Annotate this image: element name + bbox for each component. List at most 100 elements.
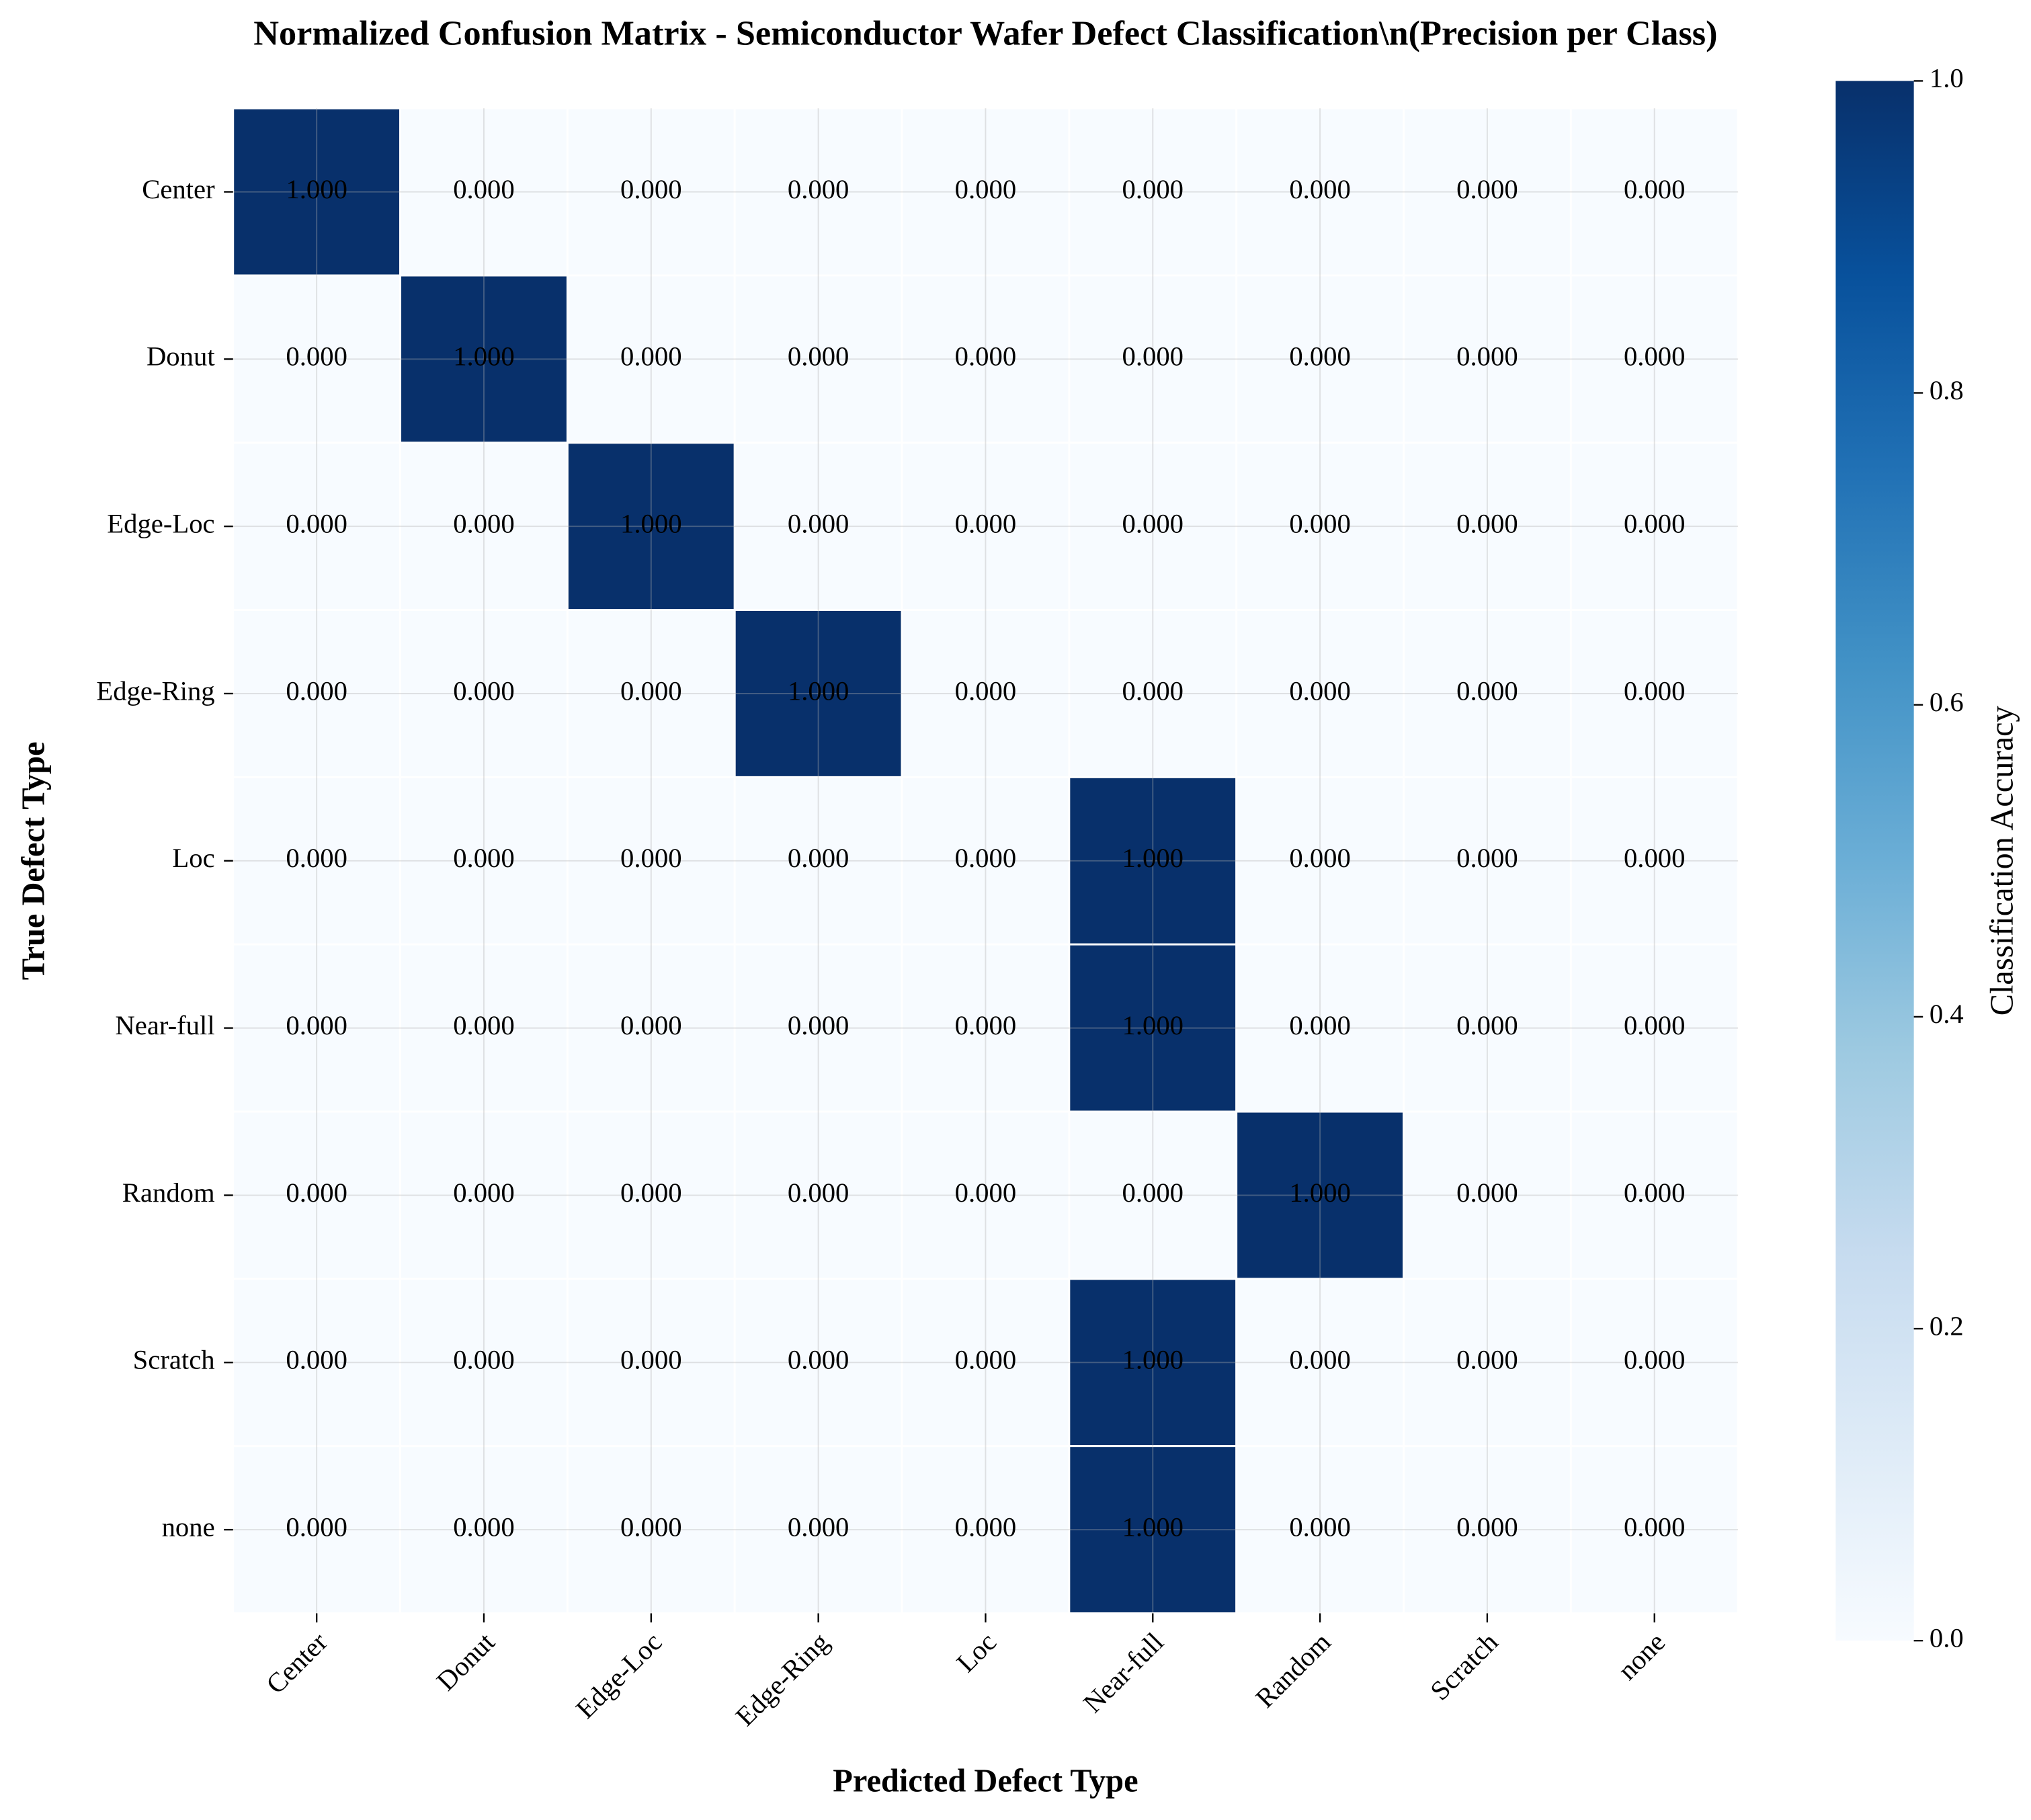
heatmap-cell (733, 274, 903, 444)
cell-label: 0.000 (955, 1512, 1017, 1542)
cell-label: 0.000 (1289, 1512, 1351, 1542)
cell-label: 1.000 (1122, 1345, 1184, 1375)
cell-label: 0.000 (286, 1345, 347, 1375)
x-tick-label: Edge-Ring (730, 1626, 835, 1731)
cell-label: 0.000 (788, 341, 849, 372)
cell-label: 0.000 (1456, 675, 1518, 706)
heatmap-cell (733, 107, 903, 277)
cell-label: 0.000 (788, 843, 849, 873)
cell-label: 0.000 (1624, 1010, 1686, 1040)
cell-label: 0.000 (1456, 1010, 1518, 1040)
heatmap-cell (1569, 943, 1739, 1113)
cell-label: 1.000 (1289, 1177, 1351, 1208)
x-axis-label: Predicted Defect Type (833, 1763, 1138, 1798)
cell-label: 0.000 (1456, 174, 1518, 204)
cell-label: 0.000 (955, 1177, 1017, 1208)
heatmap-cell (399, 943, 569, 1113)
heatmap-cell (1569, 1278, 1739, 1448)
heatmap-cell (1068, 776, 1238, 946)
heatmap-cell (232, 1110, 402, 1280)
x-tick-label: Loc (950, 1626, 1002, 1678)
cell-label: 0.000 (286, 1010, 347, 1040)
heatmap-cell (1569, 776, 1739, 946)
heatmap-cell (232, 274, 402, 444)
cell-label: 1.000 (453, 341, 515, 372)
cell-label: 0.000 (286, 675, 347, 706)
heatmap-cell (1068, 107, 1238, 277)
cell-label: 0.000 (286, 508, 347, 538)
cell-label: 0.000 (955, 341, 1017, 372)
cell-label: 0.000 (1624, 1345, 1686, 1375)
cell-label: 1.000 (788, 675, 849, 706)
y-tick-label: Random (122, 1177, 215, 1208)
cell-label: 0.000 (1122, 508, 1184, 538)
heatmap-cell (1569, 442, 1739, 612)
colorbar-tick-label: 0.6 (1930, 687, 1964, 717)
heatmap-cell (566, 1110, 736, 1280)
x-tick-label: Center (260, 1626, 333, 1700)
cell-label: 0.000 (788, 174, 849, 204)
heatmap-cell (733, 1445, 903, 1614)
heatmap-cell (232, 943, 402, 1113)
heatmap-cell (1403, 107, 1572, 277)
cell-label: 0.000 (1289, 341, 1351, 372)
cell-label: 0.000 (453, 1512, 515, 1542)
cell-label: 0.000 (620, 1010, 682, 1040)
colorbar-tick-label: 0.2 (1930, 1311, 1964, 1341)
cell-label: 0.000 (453, 508, 515, 538)
heatmap-cell (1569, 609, 1739, 778)
heatmap-cell (1403, 609, 1572, 778)
heatmap-cell (566, 776, 736, 946)
cell-label: 0.000 (1122, 174, 1184, 204)
x-tick-label: none (1612, 1626, 1671, 1686)
cell-label: 0.000 (955, 1010, 1017, 1040)
heatmap-cell (566, 274, 736, 444)
heatmap-cell (901, 1445, 1071, 1614)
cell-label: 0.000 (620, 1177, 682, 1208)
heatmap-cell (399, 442, 569, 612)
cell-label: 0.000 (1456, 1345, 1518, 1375)
cell-label: 0.000 (286, 341, 347, 372)
cell-label: 0.000 (955, 1345, 1017, 1375)
cell-label: 0.000 (286, 1177, 347, 1208)
cell-label: 0.000 (1456, 1512, 1518, 1542)
heatmap-cell (566, 442, 736, 612)
cell-label: 0.000 (620, 843, 682, 873)
cell-label: 0.000 (1456, 341, 1518, 372)
cell-label: 0.000 (788, 1512, 849, 1542)
heatmap-cell (1068, 943, 1238, 1113)
cell-label: 0.000 (620, 1512, 682, 1542)
cell-label: 0.000 (1456, 508, 1518, 538)
heatmap-cell (1403, 943, 1572, 1113)
cell-label: 0.000 (1289, 843, 1351, 873)
x-tick-label: Near-full (1077, 1626, 1169, 1719)
colorbar (1835, 81, 1914, 1641)
cell-label: 0.000 (1122, 1177, 1184, 1208)
cell-label: 0.000 (1624, 675, 1686, 706)
x-tick-label: Donut (431, 1626, 501, 1696)
heatmap-cell (232, 1278, 402, 1448)
cell-label: 0.000 (453, 1345, 515, 1375)
heatmap-cell (1569, 274, 1739, 444)
cell-label: 1.000 (286, 174, 347, 204)
chart-title: Normalized Confusion Matrix - Semiconduc… (253, 14, 1717, 53)
cell-label: 0.000 (1624, 1177, 1686, 1208)
cell-label: 0.000 (453, 1177, 515, 1208)
heatmap-cell (733, 609, 903, 778)
x-tick-label: Scratch (1424, 1626, 1503, 1706)
cell-label: 0.000 (620, 174, 682, 204)
heatmap-cell (901, 442, 1071, 612)
x-tick-label: Edge-Loc (570, 1626, 667, 1724)
heatmap-cell (399, 1110, 569, 1280)
heatmap-cell (1068, 1445, 1238, 1614)
heatmap-cell (733, 776, 903, 946)
cell-label: 0.000 (1289, 508, 1351, 538)
cell-label: 0.000 (286, 843, 347, 873)
y-tick-label: Donut (147, 341, 215, 372)
cell-label: 0.000 (788, 1345, 849, 1375)
cell-label: 0.000 (1624, 1512, 1686, 1542)
cell-label: 0.000 (1122, 341, 1184, 372)
cell-label: 0.000 (788, 1177, 849, 1208)
